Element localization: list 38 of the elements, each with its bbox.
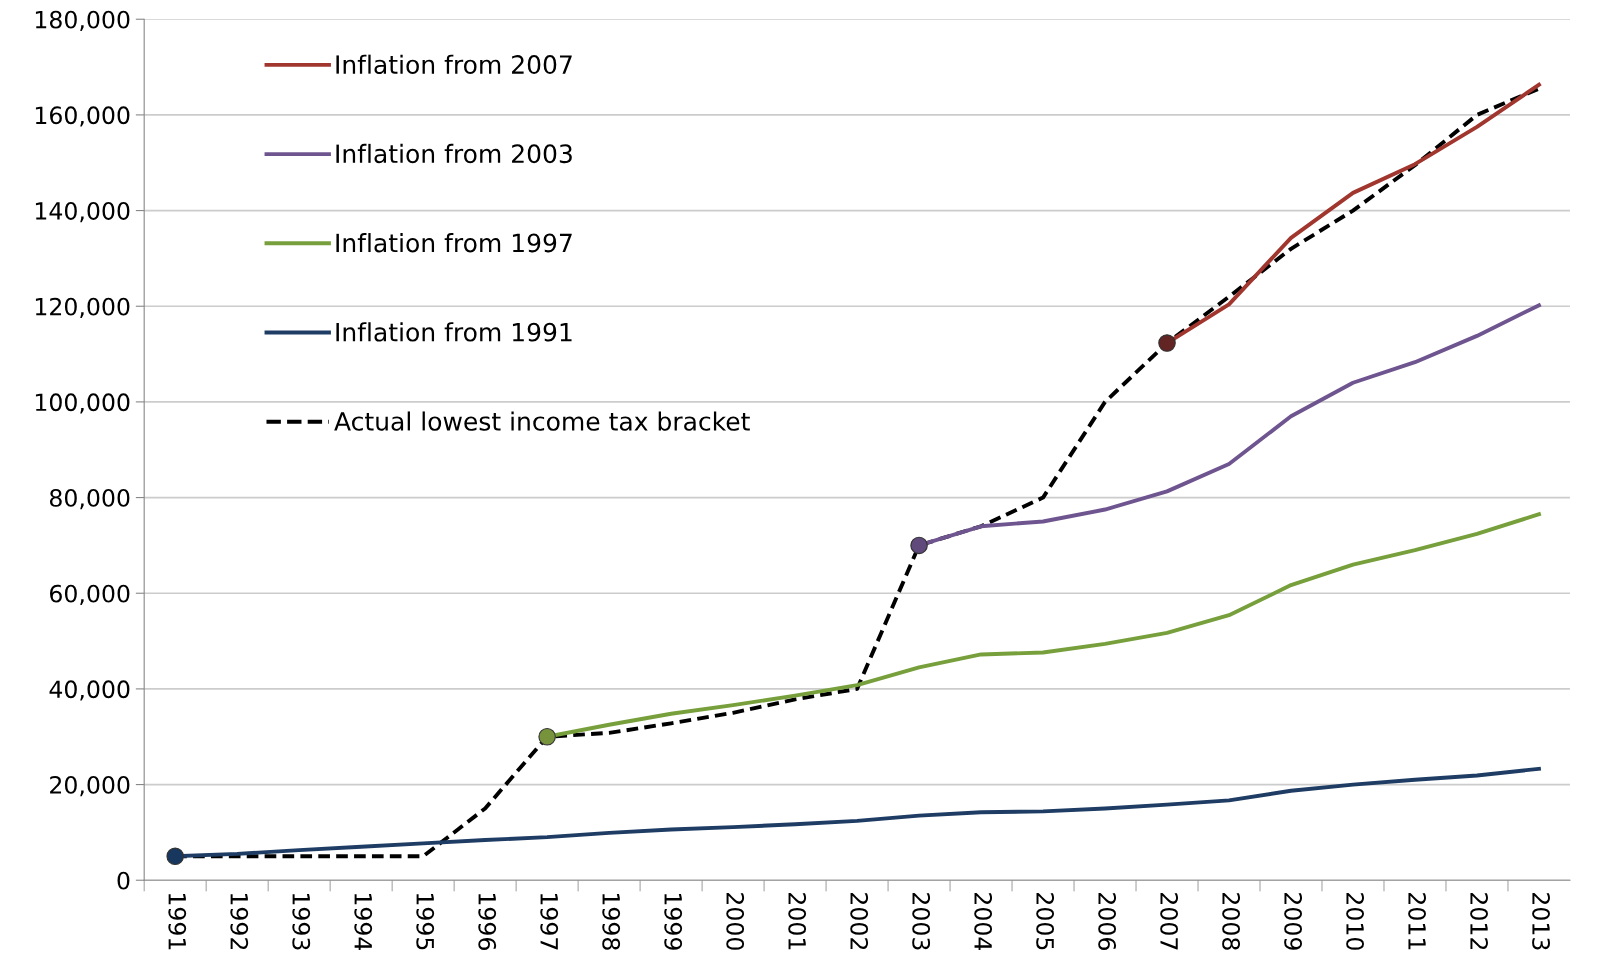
legend-label: Inflation from 2003 (336, 143, 572, 164)
x-tick-label: 2004 (974, 893, 993, 951)
x-tick-label: 2011 (1408, 893, 1426, 950)
legend-label: Inflation from 1991 (336, 322, 572, 342)
y-tick-label: 140,000 (35, 202, 130, 223)
x-tick-label: 1994 (354, 893, 373, 951)
legend-label: Actual lowest income tax bracket (334, 411, 750, 431)
x-tick-label: 1991 (168, 893, 187, 950)
x-tick-label: 2013 (1532, 893, 1550, 950)
y-tick-label: 0 (117, 871, 130, 890)
y-tick-label: 40,000 (49, 680, 130, 701)
legend-label: Inflation from 2007 (336, 54, 572, 75)
y-tick-label: 20,000 (50, 776, 130, 797)
x-tick-label: 1997 (540, 893, 559, 950)
x-tick-label: 2010 (1346, 893, 1364, 950)
x-tick-label: 2009 (1284, 893, 1303, 950)
x-tick-label: 2001 (788, 893, 807, 950)
x-tick-label: 2008 (1222, 893, 1241, 950)
x-tick-label: 2003 (912, 893, 931, 950)
x-tick-label: 1999 (664, 893, 683, 950)
x-tick-label: 1992 (230, 893, 249, 950)
legend-label: Inflation from 1997 (336, 233, 572, 253)
x-tick-label: 1995 (416, 893, 435, 950)
y-tick-label: 160,000 (35, 106, 130, 127)
x-tick-label: 2000 (726, 893, 745, 950)
y-tick-label: 100,000 (35, 393, 130, 414)
y-tick-label: 80,000 (49, 489, 130, 510)
x-tick-label: 2007 (1160, 893, 1179, 950)
x-tick-label: 2012 (1470, 893, 1488, 950)
y-tick-label: 120,000 (35, 297, 130, 318)
x-tick-label: 2006 (1098, 893, 1117, 950)
x-tick-label: 2005 (1036, 893, 1055, 950)
x-tick-label: 1998 (602, 893, 621, 950)
y-tick-label: 60,000 (50, 584, 130, 605)
x-tick-label: 1996 (478, 893, 497, 950)
x-tick-label: 2002 (850, 893, 869, 950)
x-tick-label: 1993 (292, 893, 311, 950)
y-tick-label: 180,000 (35, 10, 130, 31)
